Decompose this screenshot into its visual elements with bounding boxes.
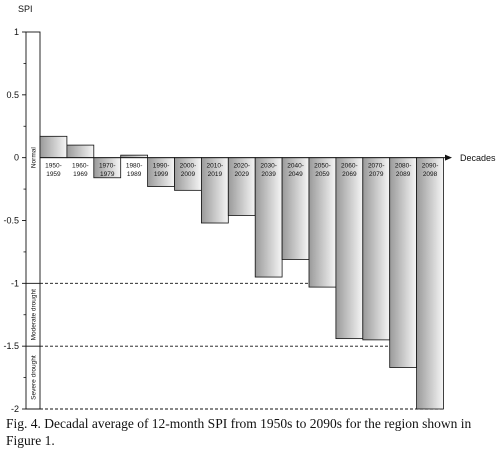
category-label: 1950- bbox=[45, 163, 62, 170]
category-label: 2039 bbox=[261, 171, 276, 178]
y-tick-label: 1 bbox=[14, 27, 19, 37]
zone-label: Severe drought bbox=[31, 355, 38, 400]
category-label: 2030- bbox=[260, 163, 277, 170]
category-label: 1990- bbox=[153, 163, 170, 170]
category-label: 1980- bbox=[126, 163, 143, 170]
category-label: 1970- bbox=[99, 163, 116, 170]
category-label: 2060- bbox=[341, 163, 358, 170]
category-label: 2098 bbox=[423, 171, 438, 178]
category-label: 1960- bbox=[72, 163, 89, 170]
bar bbox=[335, 157, 364, 340]
figure-caption: Fig. 4. Decadal average of 12-month SPI … bbox=[6, 416, 472, 448]
bar bbox=[147, 157, 175, 187]
category-label: 2040- bbox=[287, 163, 304, 170]
category-label: 2049 bbox=[288, 171, 303, 178]
category-label: 2020- bbox=[233, 163, 250, 170]
y-tick-label: -1.5 bbox=[3, 341, 19, 351]
category-label: 2069 bbox=[342, 171, 357, 178]
bar bbox=[39, 135, 68, 159]
bar bbox=[362, 157, 391, 341]
zone-label: Normal bbox=[31, 147, 38, 169]
category-label: 2029 bbox=[235, 171, 250, 178]
category-label: 2000- bbox=[180, 163, 197, 170]
zone-label: Moderate drought bbox=[31, 289, 38, 341]
bar bbox=[416, 157, 444, 410]
category-label: 1959 bbox=[46, 171, 61, 178]
y-tick-label: -2 bbox=[11, 404, 19, 414]
category-label: 2070- bbox=[368, 163, 385, 170]
category-label: 2090- bbox=[422, 163, 439, 170]
zone-column bbox=[25, 31, 41, 410]
category-label: 2089 bbox=[396, 171, 411, 178]
bar bbox=[254, 157, 283, 278]
category-label: 2080- bbox=[395, 163, 412, 170]
y-axis-title: SPI bbox=[18, 4, 33, 14]
y-tick-label: 0 bbox=[14, 153, 19, 163]
category-label: 1989 bbox=[127, 171, 142, 178]
y-tick-label: -0.5 bbox=[3, 216, 19, 226]
category-label: 1969 bbox=[73, 171, 88, 178]
spi-bar-chart: Normal Moderate drought Severe drought 1 0.5… bbox=[3, 4, 496, 414]
category-label: 2010- bbox=[207, 163, 224, 170]
category-label: 1979 bbox=[100, 171, 115, 178]
x-axis-title: Decades bbox=[460, 153, 496, 163]
category-label: 2019 bbox=[208, 171, 223, 178]
bar bbox=[227, 157, 256, 216]
category-label: 2009 bbox=[181, 171, 196, 178]
bar bbox=[281, 157, 310, 260]
category-label: 2050- bbox=[314, 163, 331, 170]
bar bbox=[308, 157, 337, 288]
category-label: 1999 bbox=[154, 171, 169, 178]
category-label: 2059 bbox=[315, 171, 330, 178]
x-axis-arrow-icon bbox=[445, 154, 452, 161]
y-tick-label: -1 bbox=[11, 278, 19, 288]
y-tick-label: 0.5 bbox=[6, 90, 19, 100]
bar bbox=[389, 157, 418, 368]
bar bbox=[66, 144, 95, 159]
category-label: 2079 bbox=[369, 171, 384, 178]
bar bbox=[174, 157, 202, 191]
